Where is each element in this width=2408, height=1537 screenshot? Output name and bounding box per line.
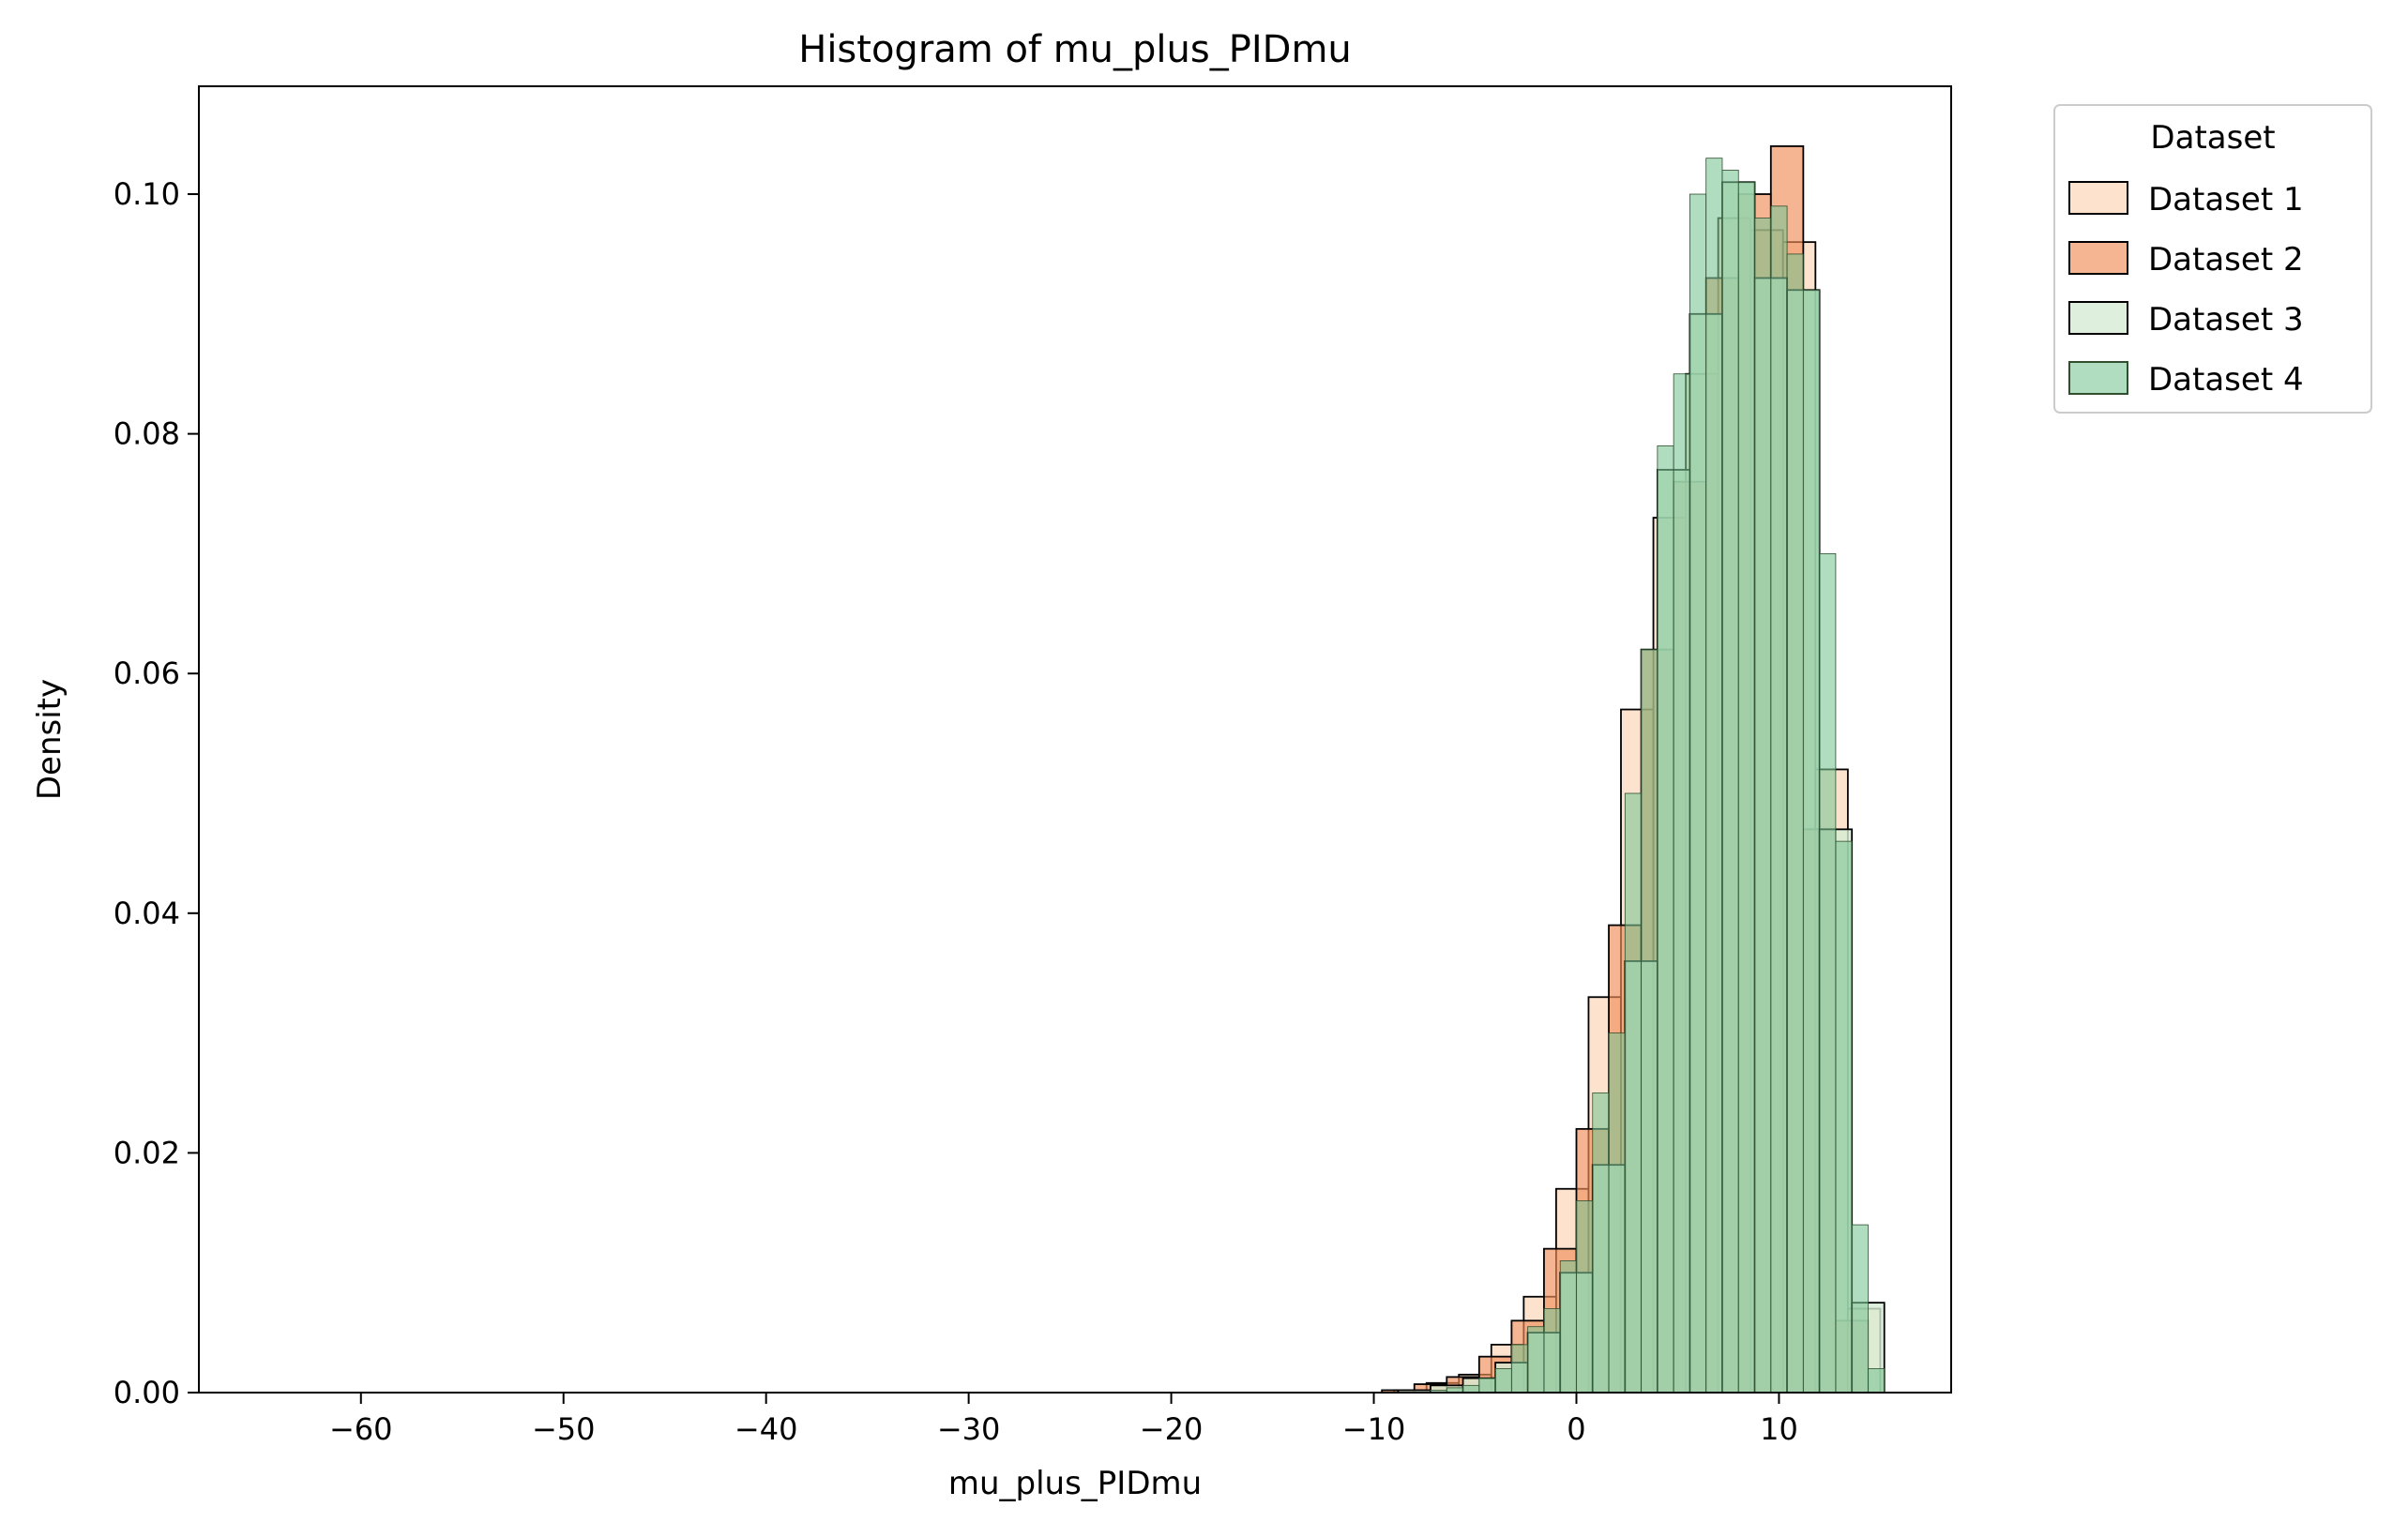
legend-label: Dataset 1 <box>2148 181 2304 218</box>
x-tick-label: −30 <box>937 1411 1001 1447</box>
x-tick-label: −10 <box>1342 1411 1406 1447</box>
bar <box>1851 1224 1869 1394</box>
x-tick-label: −50 <box>532 1411 596 1447</box>
bar <box>1737 181 1755 1394</box>
legend-swatch <box>2068 241 2128 275</box>
bar <box>1835 840 1853 1394</box>
bars-layer <box>1381 144 1886 1394</box>
legend-items: Dataset 1 Dataset 2 Dataset 3 Dataset 4 <box>2068 181 2304 399</box>
bar <box>1592 1092 1610 1394</box>
bar <box>1754 218 1772 1394</box>
bar <box>1510 1344 1529 1394</box>
series-4 <box>1430 158 1886 1394</box>
legend-title: Dataset <box>2150 119 2275 157</box>
legend-label: Dataset 2 <box>2148 241 2304 279</box>
bar <box>1462 1384 1480 1394</box>
y-tick-label: 0.08 <box>114 416 180 452</box>
chart-title: Histogram of mu_plus_PIDmu <box>798 28 1352 71</box>
bar <box>1786 253 1804 1394</box>
bar <box>1705 158 1723 1394</box>
x-axis-ticks: −60 −50 −40 −30 −20 −10 0 10 <box>329 1393 1798 1447</box>
bar <box>1868 1368 1886 1394</box>
legend-box <box>2053 104 2372 414</box>
legend-label: Dataset 3 <box>2148 301 2304 339</box>
legend-label: Dataset 4 <box>2148 361 2304 399</box>
bar <box>1689 193 1707 1394</box>
bar <box>1657 445 1674 1394</box>
x-tick-label: 10 <box>1760 1411 1798 1447</box>
bar <box>1527 1326 1545 1394</box>
legend-swatch <box>2068 361 2128 395</box>
bar <box>1819 553 1837 1394</box>
bar <box>1673 373 1690 1394</box>
y-tick-label: 0.04 <box>114 896 180 931</box>
y-tick-label: 0.06 <box>114 655 180 691</box>
x-tick-label: 0 <box>1567 1411 1585 1447</box>
bar <box>1576 1200 1594 1394</box>
y-tick-label: 0.10 <box>114 176 180 212</box>
legend-swatch <box>2068 181 2128 215</box>
plot-frame <box>198 85 1952 1394</box>
bar <box>1494 1368 1512 1394</box>
x-tick-label: −20 <box>1140 1411 1204 1447</box>
bar <box>1559 1260 1577 1394</box>
y-tick-label: 0.02 <box>114 1135 180 1170</box>
y-axis-label: Density <box>31 679 68 800</box>
bar <box>1624 792 1642 1394</box>
bar <box>1770 205 1788 1394</box>
bar <box>1478 1378 1496 1394</box>
x-tick-label: −60 <box>329 1411 393 1447</box>
x-axis-label: mu_plus_PIDmu <box>948 1465 1202 1502</box>
bar <box>1608 1032 1626 1394</box>
legend-swatch <box>2068 301 2128 335</box>
bar <box>1802 289 1821 1394</box>
bar <box>1543 1308 1561 1394</box>
y-tick-label: 0.00 <box>114 1375 180 1410</box>
bar <box>1721 170 1739 1394</box>
y-axis-ticks: 0.00 0.02 0.04 0.06 0.08 0.10 <box>114 176 199 1410</box>
x-tick-label: −40 <box>735 1411 798 1447</box>
bar <box>1641 649 1658 1394</box>
